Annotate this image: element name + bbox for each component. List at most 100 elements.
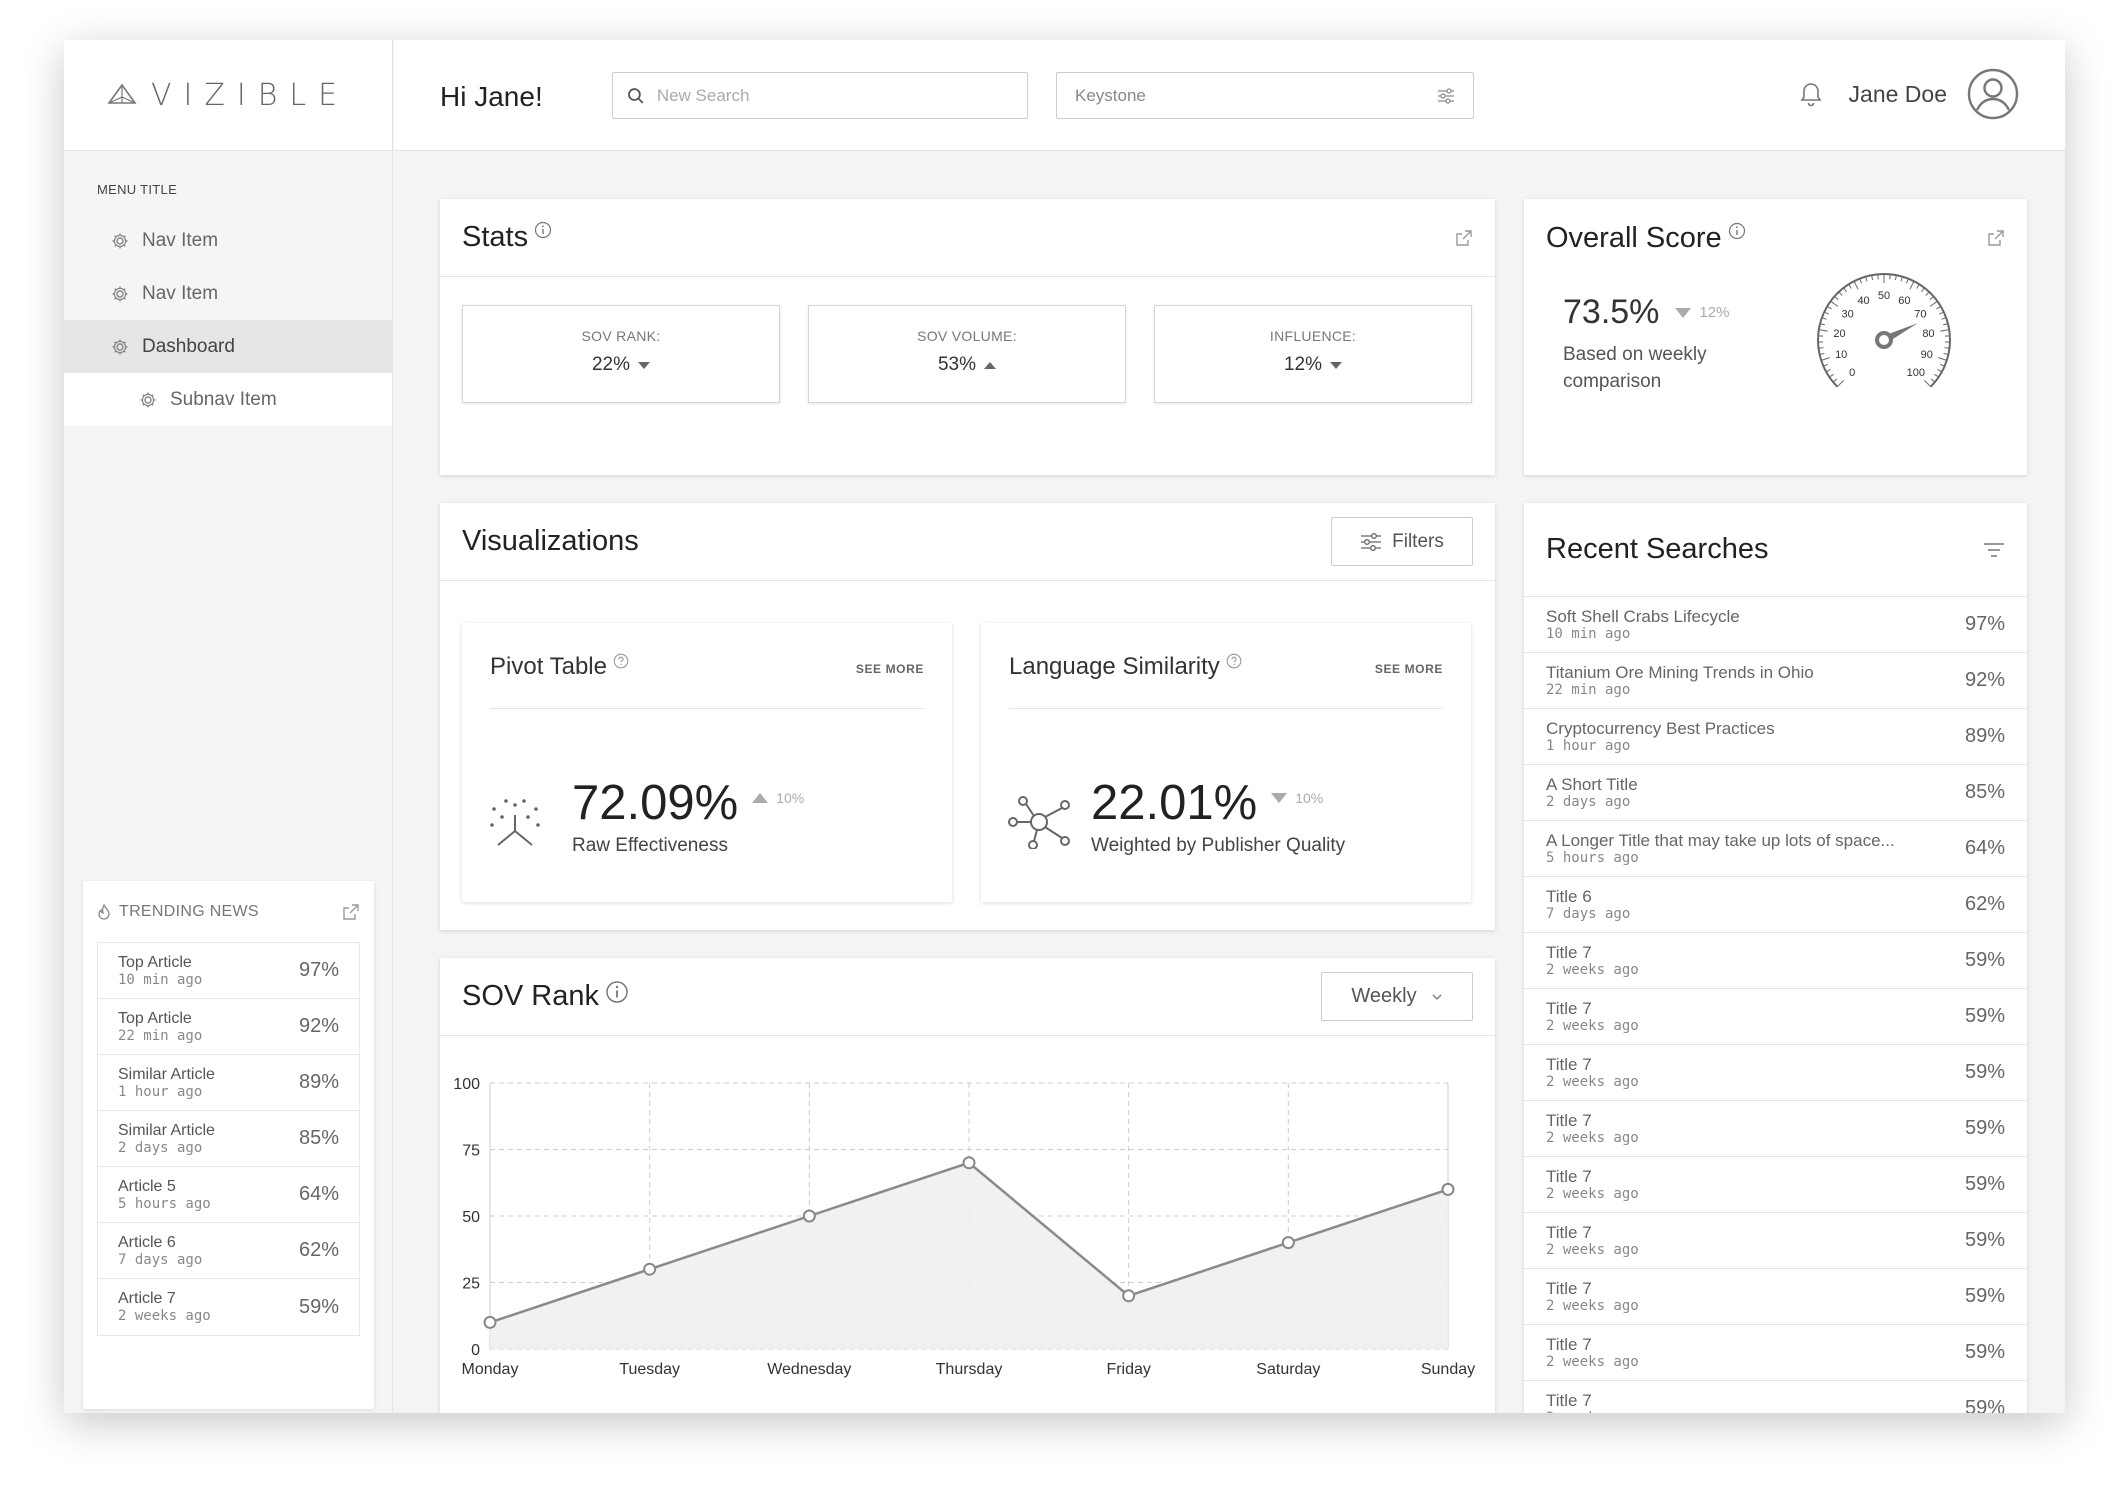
visualizations-card: Visualizations Filters Pivot Table SEE M… bbox=[440, 503, 1495, 930]
gauge-tick bbox=[1824, 311, 1830, 315]
sidebar-subitem[interactable]: Subnav Item bbox=[64, 373, 392, 426]
bell-icon[interactable] bbox=[1799, 81, 1823, 107]
recent-row[interactable]: Titanium Ore Mining Trends in Ohio 22 min… bbox=[1524, 653, 2027, 709]
stat-value: 53% bbox=[809, 354, 1125, 376]
trending-item-title: Top Article bbox=[118, 1009, 192, 1027]
info-icon[interactable] bbox=[605, 980, 629, 1004]
user-menu[interactable]: Jane Doe bbox=[1799, 68, 2019, 120]
chart-x-tick-label: Saturday bbox=[1256, 1361, 1320, 1378]
recent-title: Recent Searches bbox=[1546, 533, 1769, 565]
stat-sov-rank[interactable]: SOV RANK: 22% bbox=[462, 305, 780, 403]
recent-item-pct: 62% bbox=[1964, 893, 2005, 915]
recent-item-title: Title 6 bbox=[1546, 887, 1592, 906]
recent-item-pct: 64% bbox=[1964, 837, 2005, 859]
recent-row[interactable]: A Short Title 2 days ago 85% bbox=[1524, 765, 2027, 821]
period-select[interactable]: Weekly bbox=[1321, 972, 1473, 1021]
trending-row[interactable]: Similar Article 1 hour ago 89% bbox=[98, 1055, 359, 1111]
info-icon[interactable] bbox=[1728, 222, 1746, 240]
recent-row[interactable]: A Longer Title that may take up lots of … bbox=[1524, 821, 2027, 877]
language-change-value: 10% bbox=[1295, 790, 1324, 806]
trending-row[interactable]: Top Article 10 min ago 97% bbox=[98, 943, 359, 999]
search-box[interactable] bbox=[612, 72, 1028, 119]
chart-y-tick-label: 25 bbox=[462, 1276, 480, 1293]
trending-item-title: Similar Article bbox=[118, 1121, 215, 1139]
gauge-tick bbox=[1939, 363, 1945, 367]
sidebar-item-nav-2[interactable]: Nav Item bbox=[64, 267, 392, 320]
help-icon[interactable] bbox=[613, 653, 629, 669]
gauge-label: 100 bbox=[1907, 367, 1925, 379]
trending-row[interactable]: Similar Article 2 days ago 85% bbox=[98, 1111, 359, 1167]
external-link-icon[interactable] bbox=[1987, 229, 2005, 247]
gauge-tick bbox=[1940, 329, 1950, 332]
sliders-icon[interactable] bbox=[1437, 87, 1455, 104]
recent-item-title: A Longer Title that may take up lots of … bbox=[1546, 831, 1895, 850]
filters-button[interactable]: Filters bbox=[1331, 517, 1473, 566]
keystone-select[interactable]: Keystone bbox=[1056, 72, 1474, 119]
info-icon[interactable] bbox=[534, 221, 552, 239]
search-input[interactable] bbox=[656, 85, 1013, 106]
gauge-tick bbox=[1894, 275, 1897, 281]
gauge-tick bbox=[1821, 357, 1830, 361]
sidebar-item-nav-1[interactable]: Nav Item bbox=[64, 214, 392, 267]
trend-down-icon bbox=[1675, 307, 1692, 318]
recent-item-title: Title 7 bbox=[1546, 1111, 1592, 1130]
recent-row[interactable]: Soft Shell Crabs Lifecycle 10 min ago 97% bbox=[1524, 597, 2027, 653]
pivot-value: 72.09% bbox=[572, 776, 739, 830]
gauge-tick bbox=[1936, 305, 1942, 310]
chart-y-tick-label: 75 bbox=[462, 1143, 480, 1160]
recent-item-time: 2 weeks ago bbox=[1546, 1074, 1639, 1090]
chart-point[interactable] bbox=[1441, 1182, 1455, 1196]
external-link-icon[interactable] bbox=[342, 903, 360, 921]
gauge-tick bbox=[1938, 357, 1947, 361]
see-more-link[interactable]: SEE MORE bbox=[855, 662, 924, 676]
gauge-tick bbox=[1944, 347, 1950, 349]
metric-row: 22.01% 10% bbox=[1091, 775, 1345, 831]
help-icon[interactable] bbox=[1226, 653, 1242, 669]
chart-point[interactable] bbox=[1281, 1236, 1295, 1250]
stat-influence[interactable]: INFLUENCE: 12% bbox=[1154, 305, 1472, 403]
logo[interactable]: VIZIBLE bbox=[64, 40, 392, 151]
recent-item-time: 22 min ago bbox=[1546, 682, 1631, 698]
gauge-tick bbox=[1818, 329, 1828, 332]
recent-row[interactable]: Cryptocurrency Best Practices 1 hour ago 8… bbox=[1524, 709, 2027, 765]
see-more-link[interactable]: SEE MORE bbox=[1374, 662, 1443, 676]
sidebar-item-dashboard[interactable]: Dashboard bbox=[64, 320, 392, 373]
trending-row[interactable]: Top Article 22 min ago 92% bbox=[98, 999, 359, 1055]
gauge-tick bbox=[1832, 378, 1838, 383]
pivot-change: 10% bbox=[752, 790, 804, 806]
sliders-icon bbox=[1361, 532, 1382, 551]
chart-point[interactable] bbox=[483, 1315, 497, 1329]
chart-point[interactable] bbox=[643, 1262, 657, 1276]
gauge-tick bbox=[1819, 352, 1825, 355]
trending-text: Top Article 10 min ago bbox=[118, 954, 299, 988]
pivot-title: Pivot Table bbox=[490, 653, 607, 680]
chart-point[interactable] bbox=[962, 1156, 976, 1170]
trending-list: Top Article 10 min ago 97% Top Article 22 mi… bbox=[97, 942, 360, 1336]
external-link-icon[interactable] bbox=[1455, 229, 1473, 247]
recent-item-title: Title 7 bbox=[1546, 1279, 1592, 1298]
filter-icon[interactable] bbox=[1983, 541, 2005, 559]
period-label: Weekly bbox=[1351, 985, 1417, 1007]
chart-point[interactable] bbox=[802, 1209, 816, 1223]
trending-item-title: Top Article bbox=[118, 953, 192, 971]
avatar-icon[interactable] bbox=[1967, 68, 2019, 120]
pivot-metric: 72.09% 10% Raw Effectiveness bbox=[572, 775, 804, 857]
chart-point[interactable] bbox=[1122, 1289, 1136, 1303]
stat-sov-volume[interactable]: SOV VOLUME: 53% bbox=[808, 305, 1126, 403]
